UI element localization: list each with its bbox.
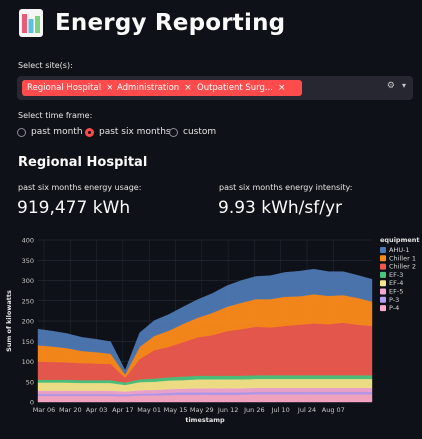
y-tick-label: 250 bbox=[22, 297, 34, 305]
usage-metric-label: past six months energy usage: bbox=[18, 183, 142, 192]
y-tick-label: 100 bbox=[22, 358, 34, 366]
radio-custom[interactable]: custom bbox=[169, 127, 216, 137]
site-tag[interactable]: Administration × bbox=[112, 80, 205, 96]
x-tick-label: Jun 12 bbox=[217, 406, 239, 414]
legend-item-label: Chiller 2 bbox=[389, 263, 416, 271]
radio-label: past six months bbox=[99, 127, 171, 137]
remove-tag-icon[interactable]: × bbox=[106, 83, 114, 93]
x-tick-label: Jul 24 bbox=[297, 406, 316, 414]
site-select-label: Select site(s): bbox=[18, 61, 73, 70]
y-tick-label: 50 bbox=[26, 378, 34, 386]
y-tick-label: 400 bbox=[22, 237, 34, 245]
intensity-metric-label: past six months energy intensity: bbox=[219, 183, 353, 192]
legend-swatch bbox=[380, 263, 386, 270]
radio-label: custom bbox=[183, 127, 217, 137]
legend-swatch bbox=[380, 247, 386, 253]
app-title: Energy Reporting bbox=[55, 10, 286, 36]
remove-tag-icon[interactable]: × bbox=[278, 83, 286, 93]
x-tick-label: Mar 06 bbox=[33, 406, 56, 414]
intensity-metric-value: 9.93 kWh/sf/yr bbox=[218, 198, 343, 218]
y-tick-label: 200 bbox=[22, 318, 34, 326]
legend-item-label: AHU-1 bbox=[389, 246, 410, 254]
legend-item-label: EF-4 bbox=[389, 279, 403, 287]
radio-label: past month bbox=[31, 127, 83, 137]
radio-circle-icon bbox=[169, 127, 178, 137]
energy-area-chart[interactable]: 0 50 100 150 200 250 300 350 400 Mar 06 Mar 20 Apr … bbox=[0, 228, 422, 439]
site-tag[interactable]: Outpatient Surg... × bbox=[192, 80, 302, 96]
site-tag-label: Outpatient Surg... bbox=[197, 83, 273, 93]
y-tick-label: 350 bbox=[22, 257, 34, 265]
site-tag-label: Regional Hospital bbox=[27, 83, 102, 93]
x-axis-title: timestamp bbox=[185, 416, 225, 424]
x-tick-label: Apr 03 bbox=[86, 406, 108, 414]
x-tick-label: Mar 20 bbox=[59, 406, 82, 414]
site-multiselect[interactable]: Regional Hospital × Administration × Out… bbox=[17, 76, 413, 100]
legend-swatch bbox=[380, 271, 386, 278]
x-tick-label: Jul 10 bbox=[271, 406, 290, 414]
remove-tag-icon[interactable]: × bbox=[184, 83, 192, 93]
radio-circle-icon bbox=[17, 127, 26, 137]
time-frame-label: Select time frame: bbox=[18, 111, 93, 120]
site-tag-label: Administration bbox=[117, 83, 180, 93]
legend-item-label: P-3 bbox=[389, 296, 399, 304]
section-title: Regional Hospital bbox=[18, 155, 148, 170]
x-tick-label: May 29 bbox=[190, 406, 214, 414]
legend-swatch bbox=[380, 296, 386, 303]
legend-item-label: P-4 bbox=[389, 304, 399, 312]
clear-all-icon[interactable]: ⚙ bbox=[386, 81, 395, 91]
legend-title: equipment bbox=[380, 236, 420, 244]
usage-metric-value: 919,477 kWh bbox=[17, 198, 131, 218]
y-tick-label: 150 bbox=[22, 338, 34, 346]
x-tick-label: Apr 17 bbox=[112, 406, 134, 414]
y-tick-label: 0 bbox=[30, 399, 34, 407]
legend-item-label: EF-5 bbox=[389, 288, 403, 296]
chart-axes: 0 50 100 150 200 250 300 350 400 Mar 06 Mar 20 Apr … bbox=[5, 237, 345, 425]
area-series-ahu-1 bbox=[37, 268, 373, 375]
y-axis-title: Sum of kilowatts bbox=[5, 290, 13, 352]
radio-past-month[interactable]: past month bbox=[17, 127, 83, 137]
legend-swatch bbox=[380, 288, 386, 295]
x-tick-label: Jun 26 bbox=[243, 406, 265, 414]
chart-areas bbox=[37, 268, 373, 403]
x-tick-label: May 15 bbox=[164, 406, 188, 414]
legend-swatch bbox=[380, 305, 386, 312]
legend-swatch bbox=[380, 280, 386, 287]
chevron-down-icon[interactable]: ▾ bbox=[401, 81, 406, 90]
radio-past-six-months[interactable]: past six months bbox=[85, 127, 171, 137]
y-tick-label: 300 bbox=[22, 277, 34, 285]
x-tick-label: Aug 07 bbox=[322, 406, 345, 414]
site-tag[interactable]: Regional Hospital × bbox=[22, 80, 125, 96]
legend-swatch bbox=[380, 255, 386, 262]
legend-item-label: EF-3 bbox=[389, 271, 403, 279]
x-tick-label: May 01 bbox=[137, 406, 161, 414]
radio-selected-icon bbox=[85, 127, 94, 137]
legend-item-label: Chiller 1 bbox=[389, 254, 416, 262]
bar-chart-logo-icon bbox=[19, 9, 43, 37]
